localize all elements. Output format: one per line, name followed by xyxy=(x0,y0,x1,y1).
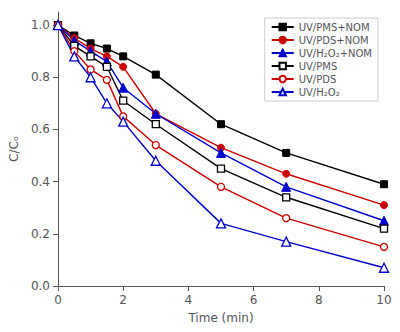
svg-text:UV/PDS+NOM: UV/PDS+NOM xyxy=(299,35,369,46)
svg-text:0.0: 0.0 xyxy=(31,279,50,293)
svg-text:Time (min): Time (min) xyxy=(187,311,253,325)
svg-text:UV/H₂O₂: UV/H₂O₂ xyxy=(299,87,340,98)
svg-text:4: 4 xyxy=(185,293,193,307)
svg-text:2: 2 xyxy=(119,293,127,307)
svg-text:UV/H₂O₂+NOM: UV/H₂O₂+NOM xyxy=(299,48,372,59)
svg-text:UV/PDS: UV/PDS xyxy=(299,74,337,85)
svg-text:0: 0 xyxy=(54,293,62,307)
svg-text:1.0: 1.0 xyxy=(31,18,50,32)
svg-text:UV/PMS: UV/PMS xyxy=(299,61,338,72)
svg-text:6: 6 xyxy=(250,293,258,307)
svg-text:0.6: 0.6 xyxy=(31,122,50,136)
svg-text:0.2: 0.2 xyxy=(31,227,50,241)
svg-text:0.8: 0.8 xyxy=(31,70,50,84)
svg-text:C/Cₒ: C/Cₒ xyxy=(7,136,21,162)
svg-text:UV/PMS+NOM: UV/PMS+NOM xyxy=(299,22,370,33)
svg-text:10: 10 xyxy=(376,293,391,307)
svg-text:0.4: 0.4 xyxy=(31,175,50,189)
svg-text:8: 8 xyxy=(315,293,323,307)
